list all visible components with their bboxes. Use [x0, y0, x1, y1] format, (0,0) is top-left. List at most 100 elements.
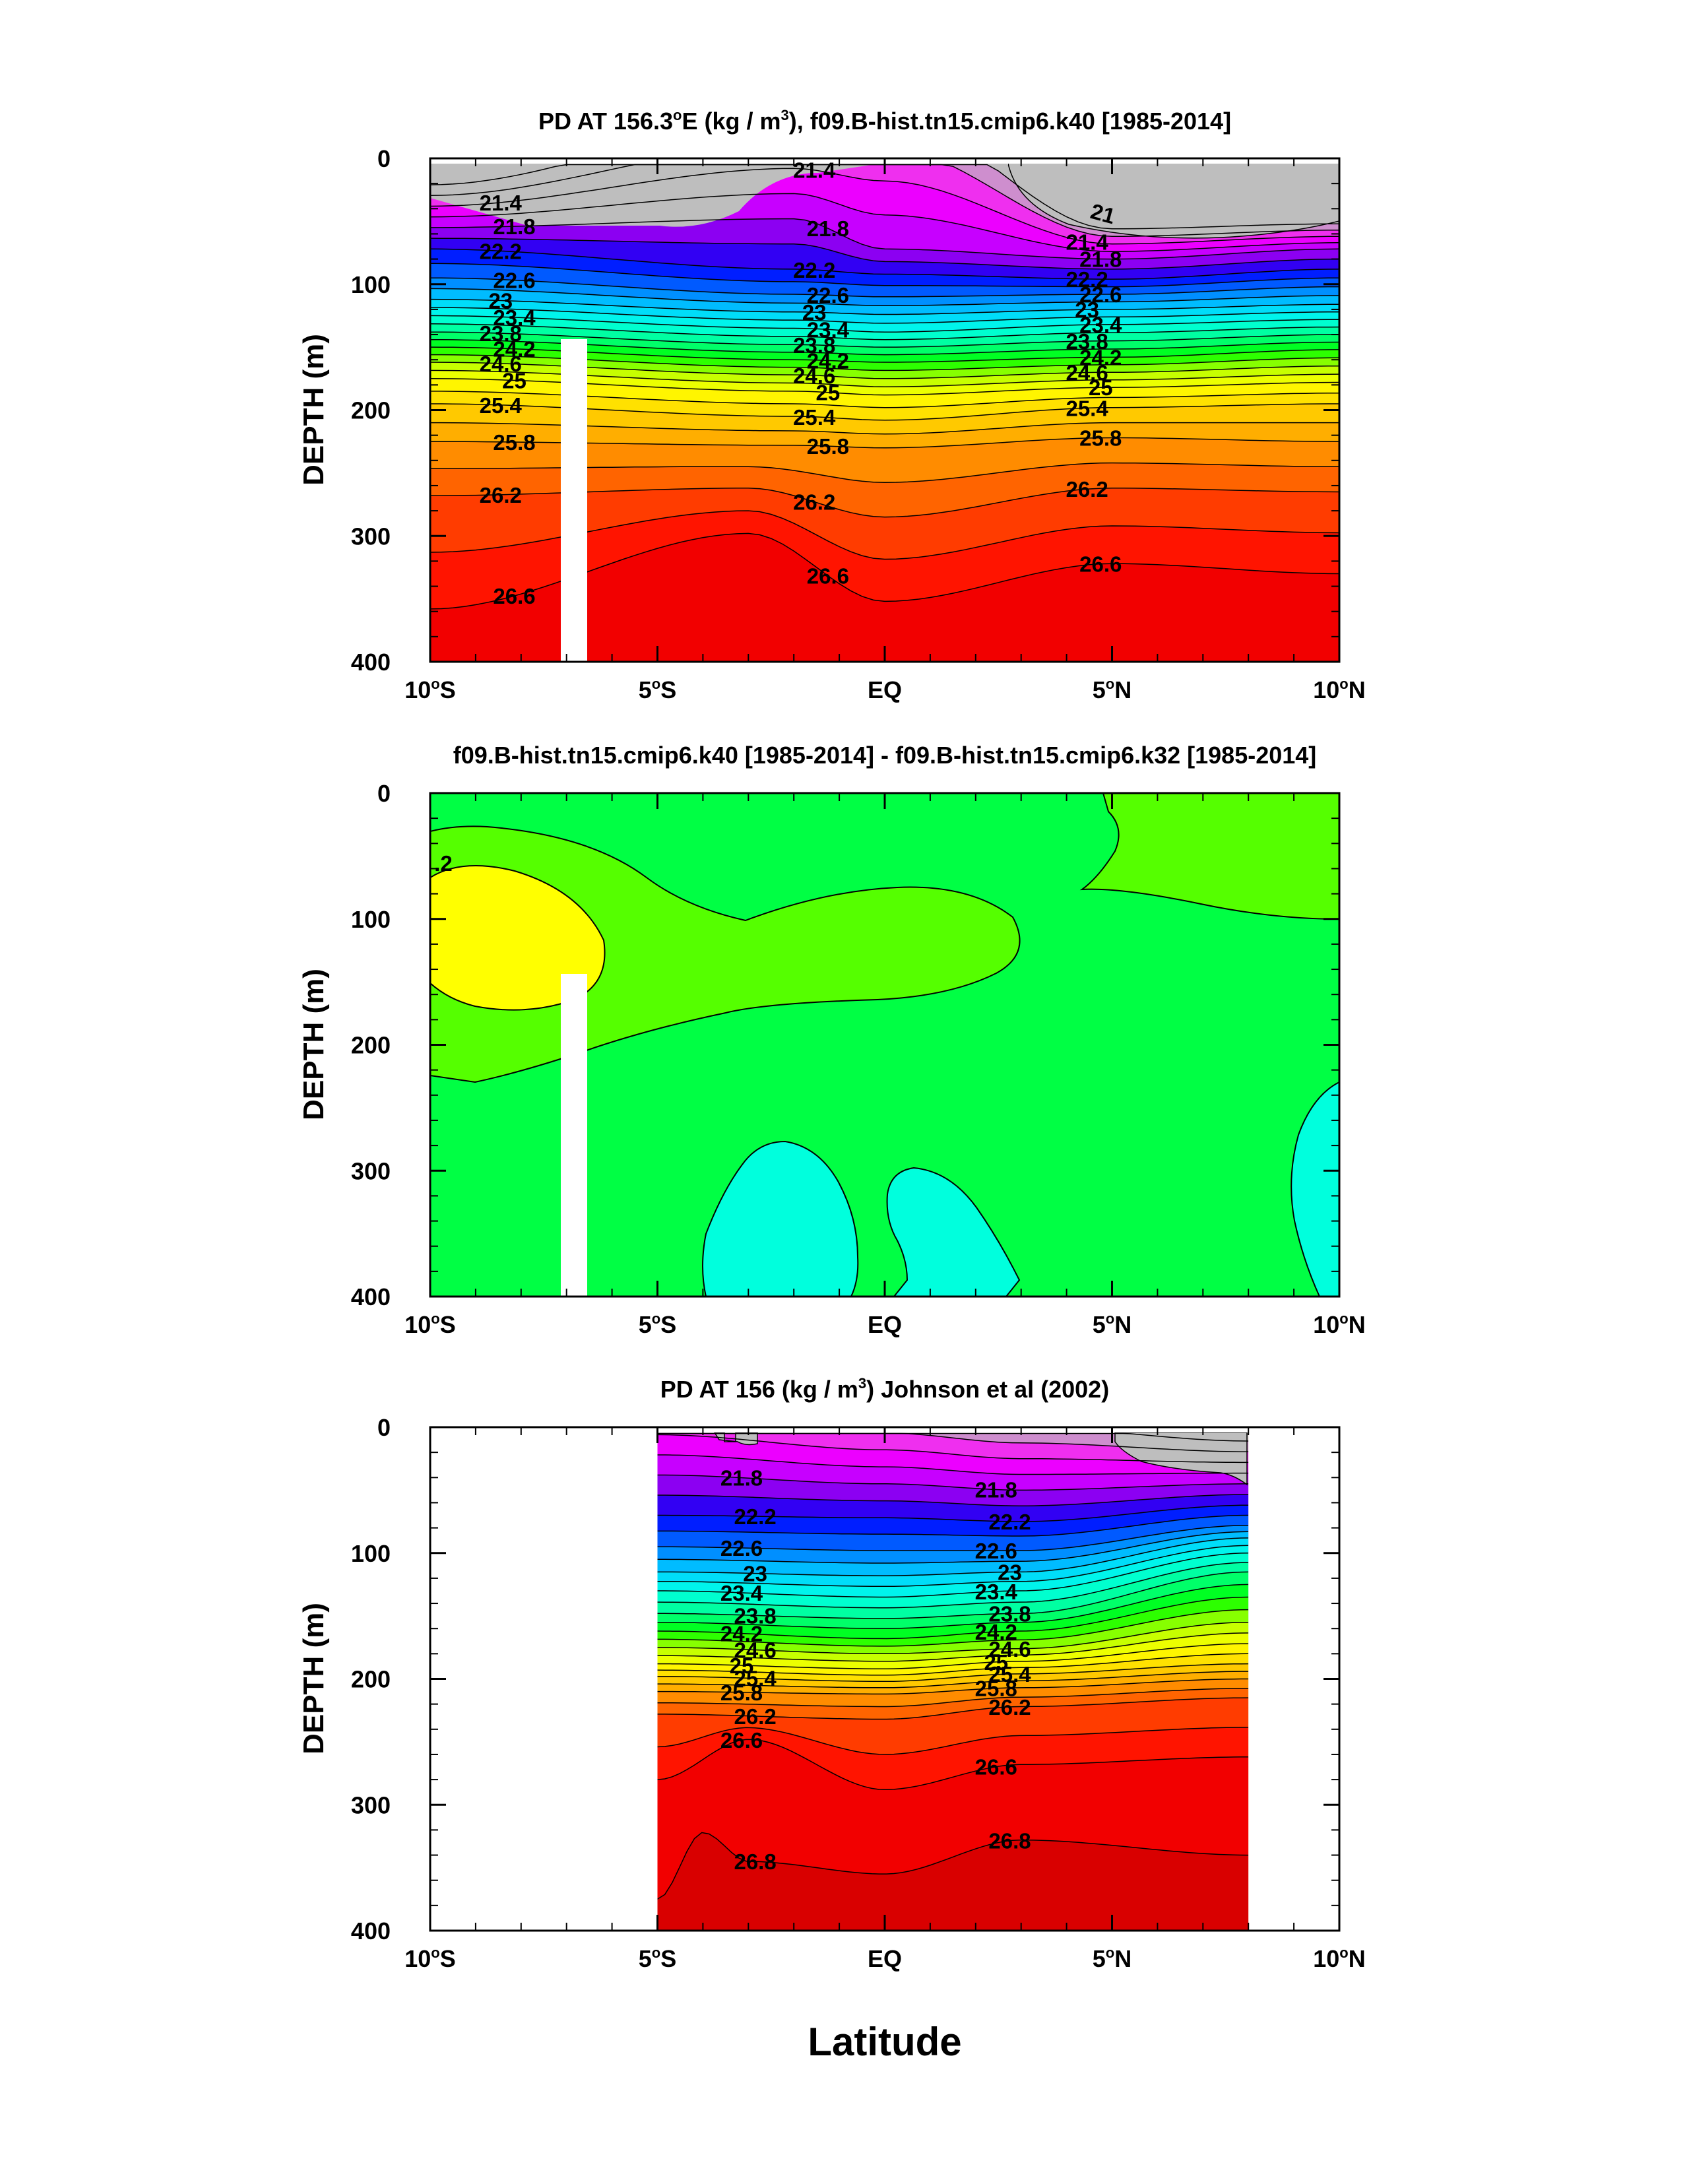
panel1-label-24.2: 24.2: [493, 337, 535, 362]
panel3-isopycnal-25.4: [657, 1663, 1249, 1683]
panel-model-density: PD AT 156.3oE (kg / m3), f09.B-hist.tn15…: [298, 107, 1366, 703]
panel3-label-23.4: 23.4: [975, 1580, 1018, 1604]
panel3-isopycnal-21.4: [657, 1434, 1249, 1463]
panel1-light-gray-surface: [430, 158, 1008, 227]
panel1-label-24.2: 24.2: [807, 348, 849, 373]
panel3-band-26.8: [657, 1832, 1249, 1931]
panel1-label-25: 25: [816, 381, 841, 405]
panel1-isopycnal-22.4: [430, 263, 1339, 288]
panel3-isopycnal-26.0: [657, 1688, 1249, 1708]
panel1-label-23.4: 23.4: [807, 317, 850, 342]
panel3-isopycnal-24.4: [657, 1609, 1249, 1647]
panel1-label-26.6: 26.6: [1079, 552, 1122, 577]
panel2-axes: 10oS 5oS EQ 5oN 10oN 0 100 200 300 400: [351, 780, 1366, 1338]
panel1-field: [430, 158, 1339, 662]
x-tick-label: 5oS: [639, 1944, 677, 1972]
panel1-isopycnal-22.2: [430, 248, 1339, 280]
y-tick-label: 0: [377, 145, 391, 172]
panel1-title: PD AT 156.3oE (kg / m3), f09.B-hist.tn15…: [538, 107, 1231, 135]
panel1-label-22.2: 22.2: [1066, 267, 1108, 292]
x-tick-label: 10oN: [1313, 676, 1366, 703]
panel1-isopycnal-23.8: [430, 331, 1339, 348]
panel1-label-21.4: 21.4: [793, 158, 836, 183]
panel3-label-26.8: 26.8: [988, 1829, 1031, 1853]
panel1-light-gray-region: [430, 158, 1339, 239]
panel1-label-23.4: 23.4: [493, 305, 536, 330]
y-tick-label: 300: [351, 523, 391, 550]
panel3-isopycnal-23.2: [657, 1545, 1249, 1588]
x-tick-label: 5oN: [1093, 676, 1131, 703]
y-tick-label: 0: [377, 780, 391, 807]
panel3-label-25.4: 25.4: [988, 1662, 1031, 1686]
panel1-label-25: 25: [1089, 375, 1113, 400]
panel3-isopycnal-26.6: [657, 1739, 1249, 1791]
y-tick-label: 300: [351, 1791, 391, 1818]
panel1-label-25.4: 25.4: [480, 393, 523, 418]
x-tick-label: 10oS: [404, 1944, 456, 1972]
panel1-label-21.4: 21.4: [480, 191, 523, 215]
x-tick-label: 5oS: [639, 676, 677, 703]
panel3-label-25.8: 25.8: [720, 1681, 763, 1705]
panel1-label-23: 23: [802, 300, 827, 325]
panel3-isopycnal-25.6: [657, 1671, 1249, 1688]
panel3-isopycnal-21.8: [657, 1474, 1249, 1491]
panel2-masked-column: [561, 974, 587, 1297]
y-tick-label: 200: [351, 1032, 391, 1059]
panel1-label-24.6: 24.6: [480, 352, 522, 376]
panel3-isopycnal-25.0: [657, 1643, 1249, 1669]
panel3-isopycnal-25.8: [657, 1678, 1249, 1695]
panel1-isopycnal-22.0: [430, 238, 1339, 270]
panel3-label-21.8: 21.8: [975, 1478, 1017, 1502]
panel1-label-26.6: 26.6: [807, 564, 849, 589]
panel3-isopycnal-26.4: [657, 1727, 1249, 1755]
x-tick-label: EQ: [868, 1945, 902, 1972]
panel2-y-axis-label: DEPTH (m): [298, 969, 330, 1120]
panel1-isopycnal-21.4: [430, 168, 1339, 245]
panel1-contour-labels: 21.421.421.421.8 21.821.822.222.2 22.222.6…: [480, 158, 1122, 608]
panel3-label-23.8: 23.8: [988, 1602, 1031, 1626]
panel1-label-21.4: 21.4: [1066, 230, 1108, 255]
x-tick-label: 10oN: [1313, 1944, 1366, 1972]
panel2-negative-region-2: [886, 1167, 1021, 1297]
panel1-density-bands: [430, 164, 1339, 662]
x-tick-label: 5oN: [1093, 1310, 1131, 1338]
panel3-field: [430, 1427, 1339, 1931]
panel1-band-26.6: [430, 533, 1339, 662]
panel1-label-25: 25: [502, 368, 526, 393]
panel1-isopycnal-23.2: [430, 307, 1339, 324]
panel3-label-24.2: 24.2: [975, 1620, 1017, 1644]
panel3-label-26.6: 26.6: [975, 1755, 1017, 1780]
panel1-label-22.2: 22.2: [480, 239, 522, 263]
panel3-isopycnal-21.2: [657, 1432, 1249, 1452]
panel1-label-23.8: 23.8: [793, 333, 835, 358]
panel1-label-26.2: 26.2: [1066, 477, 1108, 501]
panel3-title: PD AT 156 (kg / m3) Johnson et al (2002): [660, 1375, 1109, 1403]
panel3-label-24.2: 24.2: [720, 1622, 763, 1646]
panel3-isopycnal-23.6: [657, 1562, 1249, 1609]
x-tick-label: 10oS: [404, 676, 456, 703]
panel3-isopycnal-24.2: [657, 1596, 1249, 1640]
panel3-isopycnal-22.6: [657, 1525, 1249, 1551]
panel3-label-22.6: 22.6: [720, 1536, 763, 1560]
y-tick-label: 100: [351, 1540, 391, 1567]
x-tick-label: 10oN: [1313, 1310, 1366, 1338]
panel3-axes: 10oS 5oS EQ 5oN 10oN 0 100 200 300 400: [351, 1414, 1366, 1972]
panel2-negative-region-1: [702, 1140, 859, 1297]
y-tick-label: 400: [351, 649, 391, 676]
panel3-label-22.2: 22.2: [734, 1504, 776, 1529]
panel3-label-22.6: 22.6: [975, 1539, 1017, 1563]
panel3-isopycnal-24.6: [657, 1621, 1249, 1655]
panel1-isopycnal-22.6: [430, 277, 1339, 298]
panel1-label-26.6: 26.6: [493, 584, 535, 608]
panel3-isopycnal-22.0: [657, 1494, 1249, 1506]
panel1-label-23.4: 23.4: [1079, 313, 1122, 337]
panel1-label-22.6: 22.6: [1079, 282, 1122, 307]
x-tick-label: 5oS: [639, 1310, 677, 1338]
panel3-label-25.8: 25.8: [975, 1677, 1017, 1701]
panel1-label-21.8: 21.8: [1079, 247, 1122, 272]
panel3-isopycnal-26.8: [657, 1832, 1249, 1900]
panel3-label-23.8: 23.8: [734, 1603, 776, 1628]
panel1-label-23.8: 23.8: [480, 321, 522, 346]
